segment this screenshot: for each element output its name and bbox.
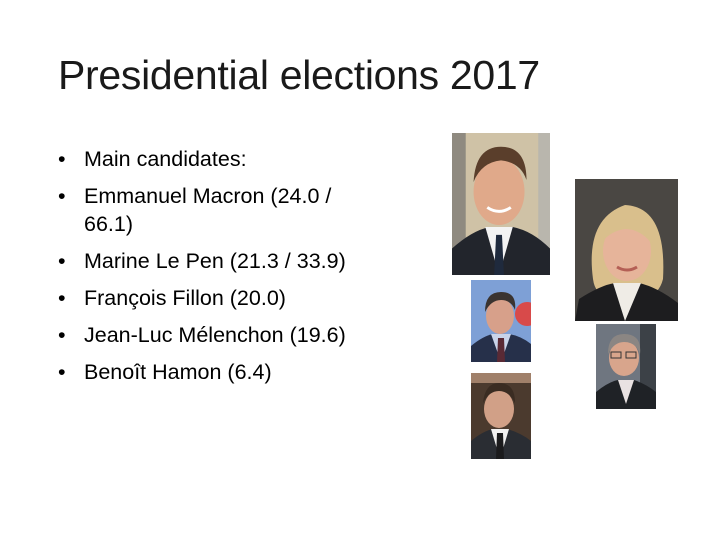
- portrait-icon: [471, 280, 531, 362]
- photo-macron: [452, 133, 550, 275]
- candidate-list: • Main candidates: • Emmanuel Macron (24.0…: [58, 145, 408, 395]
- portrait-icon: [452, 133, 550, 275]
- bullet-dot-icon: •: [58, 249, 66, 273]
- bullet-main-candidates: • Main candidates:: [58, 147, 247, 171]
- bullet-hamon: • Benoît Hamon (6.4): [58, 360, 272, 384]
- slide-title: Presidential elections 2017: [58, 52, 540, 98]
- portrait-icon: [596, 324, 656, 409]
- bullet-dot-icon: •: [58, 323, 66, 347]
- bullet-dot-icon: •: [58, 360, 66, 384]
- bullet-dot-icon: •: [58, 286, 66, 310]
- portrait-icon: [575, 179, 678, 321]
- bullet-dot-icon: •: [58, 147, 66, 171]
- photo-fillon: [471, 280, 531, 362]
- bullet-dot-icon: •: [58, 184, 66, 208]
- photo-melenchon: [596, 324, 656, 409]
- bullet-melenchon: • Jean-Luc Mélenchon (19.6): [58, 323, 346, 347]
- photo-le-pen: [575, 179, 678, 321]
- portrait-icon: [471, 373, 531, 459]
- bullet-macron: • Emmanuel Macron (24.0 / 66.1): [58, 184, 332, 236]
- bullet-le-pen: • Marine Le Pen (21.3 / 33.9): [58, 249, 346, 273]
- bullet-fillon: • François Fillon (20.0): [58, 286, 286, 310]
- photo-hamon: [471, 373, 531, 459]
